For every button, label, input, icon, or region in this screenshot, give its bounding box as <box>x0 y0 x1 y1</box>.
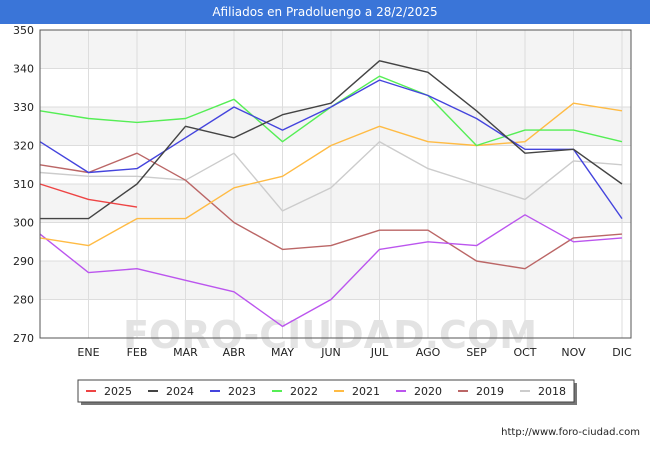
series-line-2024 <box>40 60 623 220</box>
x-tick-labels: ENE FEB MAR ABR MAY JUN JUL AGO SEP OCT NOV DIC <box>77 346 632 359</box>
series-lines <box>39 60 623 328</box>
legend-label: 2024 <box>166 385 194 398</box>
legend-label: 2019 <box>476 385 504 398</box>
series-line-2019 <box>39 152 623 270</box>
x-tick-label: JUL <box>370 346 389 359</box>
axes <box>39 29 632 339</box>
credit-link[interactable]: http://www.foro-ciudad.com <box>501 427 640 438</box>
x-tick-label: ENE <box>77 346 99 359</box>
x-tick-label: JUN <box>320 346 341 359</box>
x-tick-label: ABR <box>223 346 246 359</box>
legend-label: 2023 <box>228 385 256 398</box>
band <box>40 107 631 146</box>
y-tick-label: 280 <box>13 294 34 307</box>
legend-label: 2020 <box>414 385 442 398</box>
x-tick-label: MAR <box>173 346 198 359</box>
chart-title: Afiliados en Pradoluengo a 28/2/2025 <box>0 0 650 24</box>
series-line-2020 <box>39 214 623 328</box>
x-tick-label: NOV <box>561 346 586 359</box>
y-tick-label: 270 <box>13 332 34 345</box>
y-tick-label: 290 <box>13 255 34 268</box>
x-tick-label: DIC <box>612 346 632 359</box>
y-tick-label: 340 <box>13 63 34 76</box>
y-tick-labels: 270 280 290 300 310 320 330 340 350 <box>13 24 34 345</box>
band <box>40 261 631 300</box>
x-tick-label: FEB <box>127 346 148 359</box>
series-line-2025 <box>39 183 138 208</box>
x-tick-label: AGO <box>416 346 441 359</box>
legend-box <box>77 379 575 403</box>
x-tick-label: OCT <box>513 346 536 359</box>
y-tick-label: 310 <box>13 178 34 191</box>
y-tick-label: 320 <box>13 140 34 153</box>
series-line-2021 <box>39 102 623 247</box>
y-tick-label: 330 <box>13 101 34 114</box>
y-tick-label: 300 <box>13 217 34 230</box>
x-tick-label: MAY <box>271 346 294 359</box>
legend-label: 2022 <box>290 385 318 398</box>
band <box>40 184 631 223</box>
band <box>40 30 631 69</box>
legend: 2025 2024 2023 2022 2021 2020 2019 2018 <box>77 379 577 405</box>
plot-frame <box>39 29 632 339</box>
legend-label: 2018 <box>538 385 566 398</box>
watermark: FORO-CIUDAD.COM <box>123 313 537 357</box>
y-tick-label: 350 <box>13 24 34 37</box>
legend-label: 2025 <box>104 385 132 398</box>
series-line-2018 <box>39 140 623 212</box>
legend-label: 2021 <box>352 385 380 398</box>
x-tick-label: SEP <box>466 346 487 359</box>
series-line-2023 <box>39 79 623 220</box>
